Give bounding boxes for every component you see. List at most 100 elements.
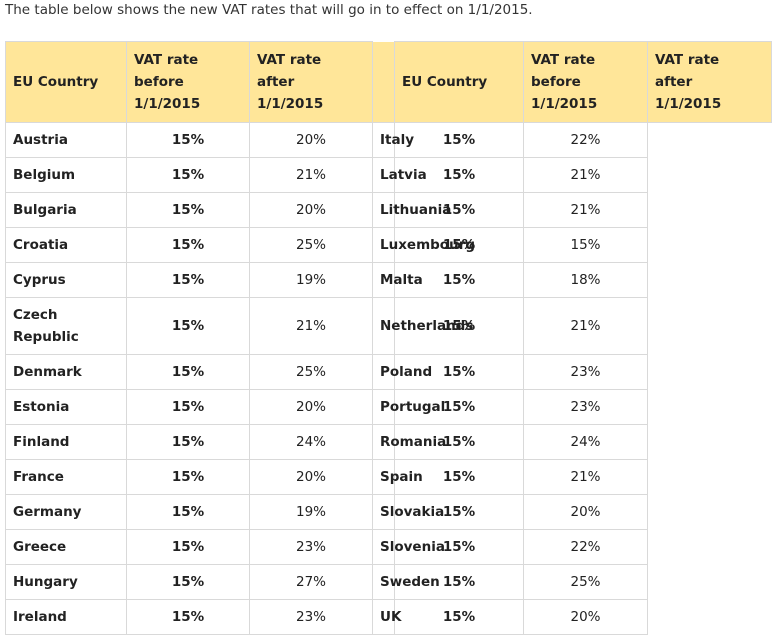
- vat-before-value: 15%: [126, 494, 250, 530]
- vat-after-value: 20%: [249, 459, 373, 495]
- country-name: Czech Republic: [5, 297, 127, 355]
- table-row: Denmark 15% 25% Poland 15% 23%: [5, 354, 772, 390]
- vat-before-value: 15%: [394, 599, 524, 635]
- vat-after-value: 21%: [523, 192, 648, 228]
- header-vat-before-line1: VAT rate: [531, 52, 596, 68]
- table-row: Belgium 15% 21% Latvia 15% 21%: [5, 157, 772, 193]
- vat-table-wrapper: EU Country VAT rate before 1/1/2015 VAT …: [5, 41, 772, 635]
- table-row: Bulgaria 15% 20% Lithuania 15% 21%: [5, 192, 772, 228]
- header-vat-before-line2: before: [134, 74, 184, 90]
- vat-before-value: 15%: [126, 192, 250, 228]
- table-row: Hungary 15% 27% Sweden 15% 25%: [5, 564, 772, 600]
- country-name: Slovenia: [372, 529, 445, 565]
- table-row: Greece 15% 23% Slovenia 15% 22%: [5, 529, 772, 565]
- country-name: Cyprus: [5, 262, 127, 298]
- vat-after-value: 20%: [523, 494, 648, 530]
- vat-after-value: 20%: [523, 599, 648, 635]
- vat-before-value: 15%: [126, 459, 250, 495]
- header-vat-after-line1: VAT rate: [257, 52, 322, 68]
- vat-after-value: 22%: [523, 122, 648, 158]
- vat-before-value: 15%: [394, 122, 524, 158]
- country-name: Malta: [372, 262, 423, 298]
- header-vat-before-line1: VAT rate: [134, 52, 199, 68]
- vat-after-value: 23%: [523, 354, 648, 390]
- country-name: Luxembourg: [372, 227, 475, 263]
- header-vat-before-line3: 1/1/2015: [531, 96, 598, 112]
- vat-after-value: 25%: [249, 354, 373, 390]
- country-name: Italy: [372, 122, 414, 158]
- country-name: Greece: [5, 529, 127, 565]
- vat-before-value: 15%: [394, 459, 524, 495]
- vat-after-value: 20%: [249, 192, 373, 228]
- country-name: Ireland: [5, 599, 127, 635]
- country-name: France: [5, 459, 127, 495]
- table-row: Estonia 15% 20% Portugal 15% 23%: [5, 389, 772, 425]
- country-name: Croatia: [5, 227, 127, 263]
- vat-after-value: 23%: [249, 529, 373, 565]
- vat-before-value: 15%: [126, 389, 250, 425]
- header-vat-before-right: VAT rate before 1/1/2015: [523, 41, 648, 123]
- vat-after-value: 24%: [249, 424, 373, 460]
- table-row: France 15% 20% Spain 15% 21%: [5, 459, 772, 495]
- header-vat-after-line3: 1/1/2015: [257, 96, 324, 112]
- vat-after-value: 20%: [249, 122, 373, 158]
- header-vat-after-right: VAT rate after 1/1/2015: [647, 41, 772, 123]
- column-separator: [372, 41, 395, 123]
- country-name: Latvia: [372, 157, 427, 193]
- country-name: Hungary: [5, 564, 127, 600]
- header-vat-after-left: VAT rate after 1/1/2015: [249, 41, 373, 123]
- country-name: Belgium: [5, 157, 127, 193]
- vat-after-value: 21%: [249, 297, 373, 355]
- country-name: Bulgaria: [5, 192, 127, 228]
- table-row: Austria 15% 20% Italy 15% 22%: [5, 122, 772, 158]
- vat-before-value: 15%: [394, 389, 524, 425]
- header-vat-before-left: VAT rate before 1/1/2015: [126, 41, 250, 123]
- vat-before-value: 15%: [394, 529, 524, 565]
- country-name: Finland: [5, 424, 127, 460]
- country-name: Spain: [372, 459, 423, 495]
- vat-before-value: 15%: [126, 297, 250, 355]
- intro-text: The table below shows the new VAT rates …: [5, 2, 533, 18]
- header-eu-country-right: EU Country: [394, 41, 524, 123]
- vat-after-value: 15%: [523, 227, 648, 263]
- country-name: Slovakia: [372, 494, 444, 530]
- table-row: Cyprus 15% 19% Malta 15% 18%: [5, 262, 772, 298]
- vat-before-value: 15%: [394, 424, 524, 460]
- vat-rates-table: EU Country VAT rate before 1/1/2015 VAT …: [5, 41, 772, 635]
- vat-after-value: 22%: [523, 529, 648, 565]
- header-vat-before-line3: 1/1/2015: [134, 96, 201, 112]
- vat-before-value: 15%: [394, 494, 524, 530]
- header-vat-before-line2: before: [531, 74, 581, 90]
- vat-after-value: 21%: [523, 459, 648, 495]
- table-row: Czech Republic 15% 21% Netherlands 15% 2…: [5, 297, 772, 355]
- table-row: Ireland 15% 23% UK 15% 20%: [5, 599, 772, 635]
- country-name: Denmark: [5, 354, 127, 390]
- table-row: Croatia 15% 25% Luxembourg 15% 15%: [5, 227, 772, 263]
- vat-after-value: 19%: [249, 262, 373, 298]
- vat-before-value: 15%: [126, 157, 250, 193]
- vat-after-value: 27%: [249, 564, 373, 600]
- vat-before-value: 15%: [126, 227, 250, 263]
- country-name: Poland: [372, 354, 432, 390]
- header-eu-country-left: EU Country: [5, 41, 127, 123]
- vat-after-value: 23%: [249, 599, 373, 635]
- header-vat-after-line1: VAT rate: [655, 52, 720, 68]
- vat-after-value: 25%: [523, 564, 648, 600]
- country-name: Austria: [5, 122, 127, 158]
- country-name: Lithuania: [372, 192, 451, 228]
- table-row: Germany 15% 19% Slovakia 15% 20%: [5, 494, 772, 530]
- country-name: Portugal: [372, 389, 445, 425]
- vat-after-value: 23%: [523, 389, 648, 425]
- country-name: Romania: [372, 424, 446, 460]
- header-vat-after-line3: 1/1/2015: [655, 96, 722, 112]
- vat-after-value: 25%: [249, 227, 373, 263]
- vat-after-value: 21%: [523, 157, 648, 193]
- country-name: Estonia: [5, 389, 127, 425]
- country-name: Germany: [5, 494, 127, 530]
- vat-after-value: 18%: [523, 262, 648, 298]
- vat-after-value: 20%: [249, 389, 373, 425]
- table-header-row: EU Country VAT rate before 1/1/2015 VAT …: [5, 41, 772, 123]
- vat-before-value: 15%: [126, 599, 250, 635]
- table-row: Finland 15% 24% Romania 15% 24%: [5, 424, 772, 460]
- vat-after-value: 19%: [249, 494, 373, 530]
